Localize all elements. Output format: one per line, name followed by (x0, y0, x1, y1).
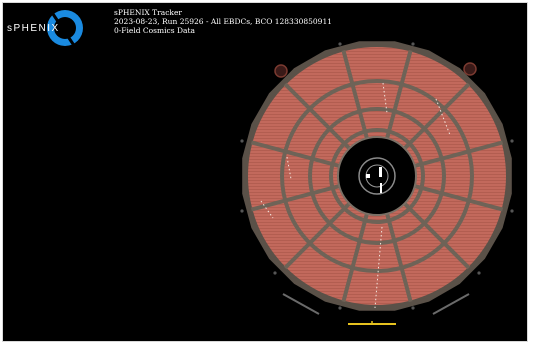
intt-hit (379, 167, 382, 177)
sector-boundary (283, 82, 351, 150)
sector-boundaries (250, 49, 504, 303)
ring-separator-outer (280, 79, 474, 273)
support-dots (240, 42, 514, 310)
sector-boundary (414, 184, 504, 212)
data-description: 0-Field Cosmics Data (114, 26, 195, 35)
mvtx-hit (366, 174, 370, 178)
support-rail-right (432, 293, 470, 315)
sector-boundary (341, 49, 369, 139)
sector-boundary (283, 202, 351, 270)
support-rail-left (282, 293, 320, 315)
sector-boundary (403, 82, 471, 150)
silicon-layer-outer (358, 157, 396, 195)
sector-boundary (385, 213, 413, 303)
cosmic-track (260, 82, 451, 309)
sector-boundary (403, 202, 471, 270)
intt-hit (380, 183, 382, 193)
detector-view (240, 41, 514, 325)
sector-boundary (414, 140, 504, 168)
ring-separator-inner (308, 107, 446, 245)
event-display-panel: sPHENIX sPHENIX Tracker 2023-08-23, Run … (2, 2, 528, 342)
mounting-marker (274, 64, 288, 78)
sector-boundary (250, 184, 340, 212)
inner-field-cage (337, 136, 417, 216)
logo-text: sPHENIX (7, 23, 60, 34)
inner-ring-edge (329, 128, 425, 224)
sector-boundary (341, 213, 369, 303)
sector-boundary (385, 49, 413, 139)
mounting-marker (463, 62, 477, 76)
sphenix-logo: sPHENIX (7, 10, 83, 48)
run-info: 2023-08-23, Run 25926 - All EBDCs, BCO 1… (114, 17, 332, 26)
sector-boundary (250, 140, 340, 168)
display-title: sPHENIX Tracker (114, 8, 182, 17)
